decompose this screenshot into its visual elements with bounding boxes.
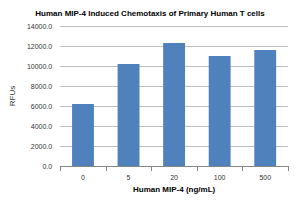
svg-text:20: 20 <box>170 174 178 181</box>
svg-text:10000.0: 10000.0 <box>27 63 52 70</box>
svg-text:8000.0: 8000.0 <box>31 83 53 90</box>
svg-text:500: 500 <box>259 174 271 181</box>
svg-text:RFUs: RFUs <box>8 86 17 106</box>
svg-text:0.0: 0.0 <box>42 163 52 170</box>
svg-text:Human MIP-4 (ng/mL): Human MIP-4 (ng/mL) <box>133 185 216 194</box>
svg-text:Human MIP-4 Induced Chemotaxis: Human MIP-4 Induced Chemotaxis of Primar… <box>35 9 265 18</box>
svg-text:14000.0: 14000.0 <box>27 23 52 30</box>
svg-text:0: 0 <box>81 174 85 181</box>
svg-text:4000.0: 4000.0 <box>31 123 53 130</box>
svg-text:12000.0: 12000.0 <box>27 43 52 50</box>
svg-text:5: 5 <box>127 174 131 181</box>
svg-text:6000.0: 6000.0 <box>31 103 53 110</box>
svg-text:100: 100 <box>214 174 226 181</box>
svg-text:2000.0: 2000.0 <box>31 143 53 150</box>
